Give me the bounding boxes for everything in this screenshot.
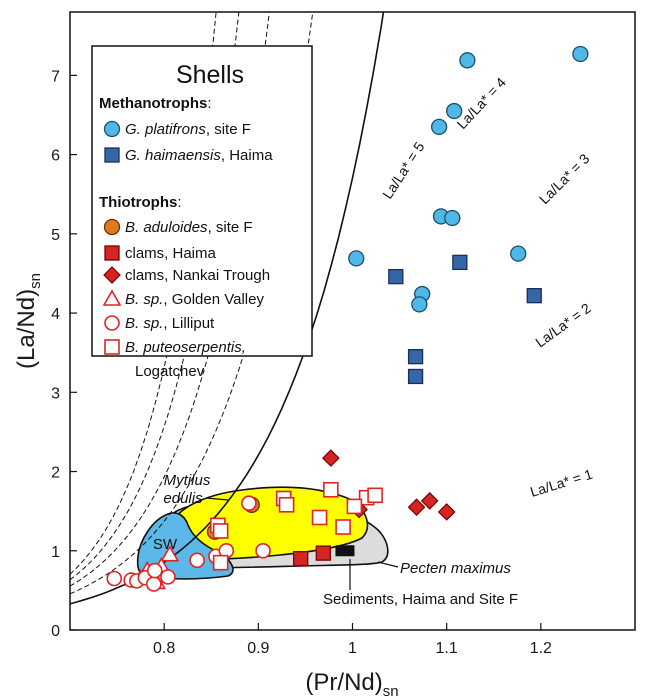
legend-box: [91, 45, 313, 357]
y-tick-label: 3: [51, 385, 60, 402]
data-point-clamsn: [437, 503, 456, 521]
x-axis-title: (Pr/Nd)sn: [305, 669, 398, 700]
annotation-sw: SW: [153, 536, 178, 553]
legend-item-g-platifrons: G. platifrons, site F: [125, 121, 251, 138]
y-tick-label: 5: [51, 227, 60, 244]
legend-item-clams-haima: clams, Haima: [125, 245, 217, 262]
data-point-blill: [146, 562, 163, 579]
curve-label-bg: [378, 127, 435, 204]
legend: Shells Methanotrophs: G. platifrons, sit…: [91, 45, 313, 380]
svg-text:B. aduloides, site F: B. aduloides, site F: [125, 219, 253, 236]
reference-curve-la-la-3: [70, 12, 270, 587]
data-point-gplat: [572, 45, 589, 63]
svg-text:clams, Nankai Trough: clams, Nankai Trough: [125, 267, 270, 284]
reference-curve-la-la-2: [70, 12, 314, 595]
data-point-gplat: [430, 118, 448, 136]
data-point-clamsh: [315, 545, 331, 561]
legend-item-g-haimaensis: G. haimaensis, Haima: [125, 147, 273, 164]
curve-label-bg: [452, 64, 519, 134]
y-tick-label: 6: [51, 148, 60, 165]
x-axis: 0.8 0.9 1 1.1 1.2: [153, 623, 552, 657]
legend-marker-bputeo: [104, 339, 120, 355]
data-point-bputeo: [335, 519, 351, 535]
legend-marker-badul: [103, 218, 121, 236]
legend-marker-ghaim: [104, 147, 120, 163]
data-point-bputeo: [212, 554, 229, 571]
annotation-mytilus: Mytilus: [164, 472, 211, 489]
legend-marker-clamsn: [103, 266, 121, 284]
svg-text:B. sp., Golden Valley: B. sp., Golden Valley: [125, 291, 264, 308]
y-tick-label: 7: [51, 68, 60, 85]
data-point-gplat: [446, 102, 463, 120]
legend-heading-thiotrophs: Thiotrophs:: [99, 194, 182, 211]
mytilus-leader-line: [205, 497, 229, 501]
legend-item-b-puteoserpentis: B. puteoserpentis,: [125, 339, 246, 356]
legend-item-logatchev: Logatchev: [135, 363, 205, 380]
legend-item-clams-nankai: clams, Nankai Trough: [125, 267, 270, 284]
y-tick-label: 1: [51, 544, 60, 561]
annotation-edulis: edulis: [163, 490, 203, 507]
data-point-clamsh: [293, 551, 309, 567]
annotation-pecten: Pecten maximus: [400, 560, 511, 577]
data-point-clamsn: [321, 449, 340, 467]
data-point-ghaim: [407, 368, 424, 385]
svg-text:G. haimaensis, Haima: G. haimaensis, Haima: [125, 147, 273, 164]
data-point-blill: [106, 570, 123, 587]
pecten-leader-line: [377, 561, 399, 568]
data-point-bputeo: [346, 498, 363, 515]
svg-text:G. platifrons, site F: G. platifrons, site F: [125, 121, 251, 138]
annotation-sediments: Sediments, Haima and Site F: [323, 591, 518, 608]
data-point-gplat: [348, 250, 365, 267]
data-point-gplat: [510, 245, 527, 262]
data-point-bgolden: [160, 545, 180, 562]
x-tick-label: 1.1: [436, 640, 458, 657]
y-tick-label: 0: [51, 623, 60, 640]
svg-text:clams, Haima: clams, Haima: [125, 245, 217, 262]
data-point-bputeo: [367, 487, 383, 504]
data-point-gplat: [411, 296, 428, 313]
data-markers: [106, 45, 589, 592]
y-tick-label: 4: [51, 306, 60, 323]
data-point-bputeo: [323, 481, 339, 498]
legend-heading-methanotrophs: Methanotrophs:: [99, 95, 212, 112]
x-tick-label: 0.8: [153, 640, 175, 657]
data-point-blill: [255, 542, 271, 559]
data-point-ghaim: [526, 287, 542, 304]
data-point-clamsn: [407, 498, 426, 517]
data-point-bputeo: [311, 509, 328, 526]
data-point-sed: [335, 545, 355, 557]
curve-label-bg: [530, 291, 605, 352]
curve-label-bg: [534, 140, 603, 209]
svg-text:B. sp., Lilliput: B. sp., Lilliput: [125, 315, 215, 332]
data-point-gplat: [444, 209, 461, 227]
svg-text:B. puteoserpentis,: B. puteoserpentis,: [125, 339, 246, 356]
data-point-blill: [241, 495, 257, 512]
legend-item-b-sp-lilliput: B. sp., Lilliput: [125, 315, 215, 332]
data-point-bputeo: [278, 497, 295, 513]
legend-marker-gplat: [103, 120, 121, 138]
legend-marker-blill: [104, 315, 120, 331]
x-tick-label: 0.9: [247, 640, 269, 657]
data-point-blill: [146, 576, 162, 592]
data-point-bputeo: [212, 523, 229, 539]
y-axis-title: (La/Nd)sn: [13, 273, 44, 369]
data-point-ghaim: [388, 268, 404, 285]
data-point-gplat: [459, 52, 476, 69]
data-point-ghaim: [407, 349, 424, 365]
legend-marker-clamsh: [104, 245, 120, 261]
legend-item-b-sp-golden-valley: B. sp., Golden Valley: [125, 291, 264, 308]
data-point-blill: [189, 552, 205, 569]
legend-title: Shells: [176, 61, 244, 89]
y-tick-label: 2: [51, 465, 60, 482]
y-axis: 0 1 2 3 4 5 6 7: [51, 68, 77, 640]
data-point-clamsn: [420, 492, 439, 510]
x-tick-label: 1: [348, 640, 357, 657]
x-tick-label: 1.2: [530, 640, 552, 657]
data-point-ghaim: [452, 254, 468, 271]
legend-item-b-aduloides: B. aduloides, site F: [125, 219, 253, 236]
data-point-blill: [160, 569, 176, 585]
legend-marker-bgolden: [102, 289, 122, 306]
legend-markers: [102, 120, 122, 355]
